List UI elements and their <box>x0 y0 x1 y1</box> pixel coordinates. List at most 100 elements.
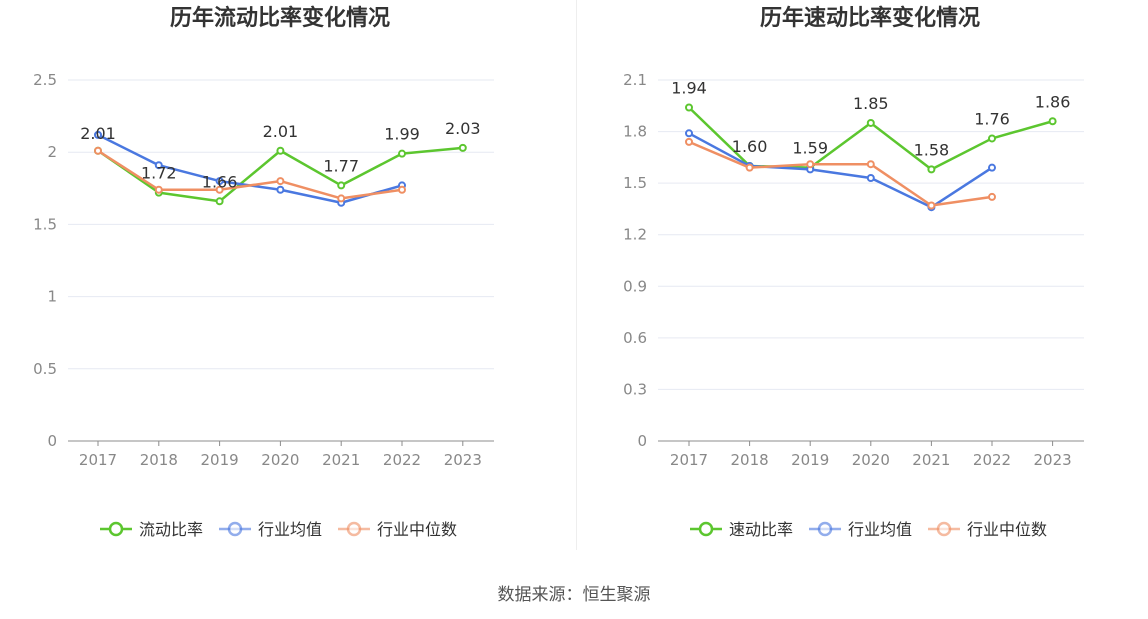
legend-item: 行业中位数 <box>928 520 1047 539</box>
data-label: 1.94 <box>671 79 707 98</box>
x-tick-label: 2018 <box>140 451 178 469</box>
data-point <box>154 161 163 170</box>
y-tick-label: 1.5 <box>623 174 647 192</box>
chart-title: 历年流动比率变化情况 <box>170 5 390 31</box>
legend-item: 速动比率 <box>690 520 793 539</box>
data-point <box>685 129 693 138</box>
chart-2: 历年速动比率变化情况 0 0.3 0.6 0.9 1.2 1.5 1.8 2.1 2017 2018… <box>623 5 1084 539</box>
legend-marker-icon <box>108 521 124 537</box>
data-label: 1.86 <box>1035 92 1071 111</box>
data-label: 1.85 <box>853 94 889 113</box>
legend-marker-icon <box>936 521 952 537</box>
data-point <box>988 192 996 201</box>
data-source: 数据来源：恒生聚源 <box>497 585 651 605</box>
y-tick-label: 1.8 <box>623 123 647 141</box>
chart-1: 历年流动比率变化情况 0 0.5 1 1.5 2 2.5 2017 2018 2019 2020 20… <box>33 5 494 539</box>
x-tick-label: 2021 <box>322 451 360 469</box>
data-point <box>215 197 224 206</box>
data-label: 2.03 <box>445 119 481 138</box>
data-point <box>988 163 996 172</box>
data-point <box>866 160 875 169</box>
legend-marker-icon <box>227 521 243 537</box>
x-tick-label: 2021 <box>912 451 950 469</box>
data-point <box>398 149 406 158</box>
data-label: 1.59 <box>792 139 828 158</box>
x-tick-label: 2023 <box>1034 451 1072 469</box>
data-label: 1.58 <box>914 140 950 159</box>
data-label: 1.77 <box>323 156 359 175</box>
data-point <box>927 201 936 210</box>
y-tick-label: 0.3 <box>623 380 647 398</box>
data-point <box>685 103 693 112</box>
data-point <box>94 146 102 155</box>
data-point <box>154 185 163 194</box>
data-point <box>806 160 815 169</box>
legend-label: 速动比率 <box>729 520 793 539</box>
data-point <box>927 165 936 174</box>
legend-marker-icon <box>346 521 362 537</box>
y-tick-label: 2.5 <box>33 71 57 89</box>
legend-label: 行业中位数 <box>967 520 1047 539</box>
data-point <box>337 194 346 203</box>
y-tick-label: 1 <box>47 288 57 306</box>
data-point <box>866 173 875 182</box>
data-label: 1.66 <box>202 172 238 191</box>
data-point <box>215 177 224 186</box>
data-point <box>276 146 285 155</box>
x-tick-label: 2019 <box>791 451 829 469</box>
data-label: 2.01 <box>80 124 116 143</box>
x-tick-label: 2020 <box>852 451 890 469</box>
legend-marker-icon <box>817 521 833 537</box>
legend-item: 行业均值 <box>219 520 322 539</box>
chart-divider <box>576 0 577 550</box>
legend-item: 流动比率 <box>100 520 203 539</box>
legend-marker-icon <box>698 521 714 537</box>
data-point <box>866 118 875 127</box>
data-point <box>1048 117 1057 126</box>
data-point <box>94 130 102 139</box>
data-point <box>458 143 467 152</box>
data-point <box>276 177 285 186</box>
data-point <box>337 181 346 190</box>
y-tick-label: 0.6 <box>623 329 647 347</box>
series-line-median <box>97 149 403 200</box>
x-tick-label: 2017 <box>670 451 708 469</box>
x-tick-label: 2017 <box>79 451 117 469</box>
data-point <box>685 137 693 146</box>
data-label: 1.76 <box>974 109 1010 128</box>
chart-title: 历年速动比率变化情况 <box>760 5 980 31</box>
series-line-median <box>688 140 993 207</box>
y-tick-label: 0 <box>47 432 57 450</box>
legend-label: 流动比率 <box>139 520 203 539</box>
data-point <box>398 185 406 194</box>
legend-item: 行业中位数 <box>338 520 457 539</box>
x-tick-label: 2018 <box>731 451 769 469</box>
y-tick-label: 0.5 <box>33 360 57 378</box>
legend-label: 行业均值 <box>848 520 912 539</box>
x-tick-label: 2023 <box>444 451 482 469</box>
y-tick-label: 2.1 <box>623 71 647 89</box>
x-tick-label: 2022 <box>383 451 421 469</box>
data-point <box>988 134 996 143</box>
data-point <box>276 185 285 194</box>
y-tick-label: 1.2 <box>623 226 647 244</box>
series-line-avg <box>688 132 993 209</box>
y-tick-label: 0 <box>637 432 647 450</box>
legend-item: 行业均值 <box>809 520 912 539</box>
data-point <box>215 185 224 194</box>
data-label: 1.99 <box>384 125 420 144</box>
y-tick-label: 1.5 <box>33 215 57 233</box>
legend-label: 行业中位数 <box>377 520 457 539</box>
x-tick-label: 2020 <box>261 451 299 469</box>
y-tick-label: 0.9 <box>623 277 647 295</box>
x-tick-label: 2019 <box>201 451 239 469</box>
data-point <box>745 163 754 172</box>
data-label: 1.60 <box>732 137 768 156</box>
y-tick-label: 2 <box>47 143 57 161</box>
data-label: 2.01 <box>263 122 299 141</box>
x-tick-label: 2022 <box>973 451 1011 469</box>
data-label: 1.72 <box>141 164 177 183</box>
charts-canvas: 历年流动比率变化情况 0 0.5 1 1.5 2 2.5 2017 2018 2019 2020 20… <box>33 5 1084 539</box>
legend-label: 行业均值 <box>258 520 322 539</box>
